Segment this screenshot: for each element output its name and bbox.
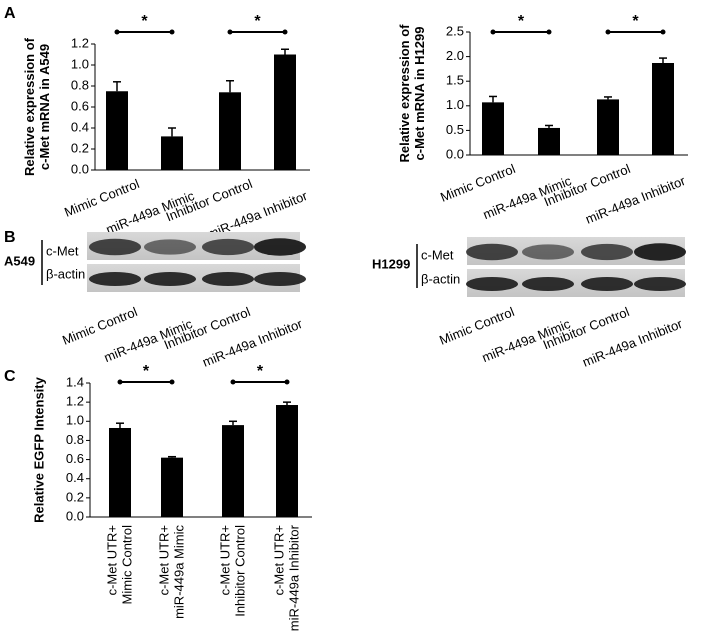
y-tick-label: 1.0: [446, 97, 464, 112]
bracket-end: [282, 29, 288, 35]
cell-line-label: H1299: [372, 256, 410, 271]
bar: [597, 99, 619, 155]
bar: [109, 427, 131, 517]
blot-row-label: β-actin: [421, 271, 460, 286]
y-axis-label: Relative expression of: [22, 37, 37, 176]
significance-label: *: [257, 363, 264, 380]
blot-band: [522, 244, 574, 260]
blot-band: [202, 272, 254, 286]
bracket-end: [546, 29, 552, 35]
bracket-end: [660, 29, 666, 35]
y-axis-label: c-Met mRNA in A549: [37, 44, 52, 170]
x-tick-label: c-Met UTR+: [217, 525, 232, 595]
bracket-end: [169, 379, 175, 385]
y-tick-label: 0.4: [66, 470, 84, 485]
x-tick-label: c-Met UTR+: [271, 525, 286, 595]
blot-row-label: c-Met: [421, 247, 454, 262]
panel-label: A: [4, 5, 16, 22]
bar: [482, 102, 504, 155]
y-tick-label: 0.0: [446, 146, 464, 161]
y-axis-label: Relative EGFP Intensity: [31, 376, 46, 522]
y-tick-label: 0.6: [71, 98, 89, 113]
blot-band: [522, 277, 574, 291]
bar: [538, 127, 560, 155]
blot-band: [254, 272, 306, 286]
y-tick-label: 0.6: [66, 451, 84, 466]
bracket-end: [284, 379, 290, 385]
cell-line-label: A549: [4, 253, 35, 268]
panel-label: C: [4, 368, 16, 385]
y-tick-label: 1.0: [71, 56, 89, 71]
bracket-end: [117, 379, 123, 385]
y-tick-label: 0.8: [71, 77, 89, 92]
significance-label: *: [632, 13, 639, 30]
x-tick-label: miR-449a Mimic: [171, 525, 186, 619]
bar: [274, 54, 296, 170]
y-tick-label: 0.4: [71, 119, 89, 134]
y-tick-label: 0.2: [66, 489, 84, 504]
y-axis-label: Relative expression of: [397, 24, 412, 163]
blot-band: [144, 239, 196, 255]
x-tick-label: Mimic Control: [119, 525, 134, 605]
bar: [161, 457, 183, 517]
blot-band: [202, 238, 254, 256]
blot-band: [634, 277, 686, 291]
y-tick-label: 0.0: [66, 508, 84, 523]
blot-band: [254, 238, 306, 256]
y-tick-label: 0.0: [71, 161, 89, 176]
blot-band: [466, 243, 518, 261]
bar: [652, 62, 674, 155]
bracket-end: [114, 29, 120, 35]
bracket-end: [227, 29, 233, 35]
y-tick-label: 0.5: [446, 122, 464, 137]
y-tick-label: 1.5: [446, 73, 464, 88]
blot-band: [466, 277, 518, 291]
bar: [219, 92, 241, 170]
panel-label: B: [4, 229, 16, 246]
x-tick-label: Inhibitor Control: [232, 525, 247, 617]
blot-band: [89, 272, 141, 286]
blot-band: [144, 272, 196, 286]
blot-band: [581, 243, 633, 261]
blot-row-label: c-Met: [46, 243, 79, 258]
bar: [222, 425, 244, 517]
y-tick-label: 0.2: [71, 140, 89, 155]
blot-band: [89, 238, 141, 256]
x-tick-label: c-Met UTR+: [156, 525, 171, 595]
y-tick-label: 1.0: [66, 413, 84, 428]
y-tick-label: 1.2: [66, 394, 84, 409]
y-tick-label: 1.4: [66, 374, 84, 389]
x-tick-label: miR-449a Inhibitor: [286, 524, 301, 631]
significance-label: *: [254, 13, 261, 30]
blot-band: [634, 243, 686, 261]
significance-label: *: [143, 363, 150, 380]
bar: [276, 405, 298, 517]
blot-band: [581, 277, 633, 291]
bracket-end: [490, 29, 496, 35]
bracket-end: [169, 29, 175, 35]
blot-row-label: β-actin: [46, 266, 85, 281]
x-tick-label: c-Met UTR+: [104, 525, 119, 595]
y-axis-label: c-Met mRNA in H1299: [412, 27, 427, 161]
significance-label: *: [518, 13, 525, 30]
bar: [106, 91, 128, 170]
bar: [161, 136, 183, 170]
y-tick-label: 2.0: [446, 48, 464, 63]
y-tick-label: 1.2: [71, 35, 89, 50]
bracket-end: [605, 29, 611, 35]
y-tick-label: 0.8: [66, 432, 84, 447]
y-tick-label: 2.5: [446, 23, 464, 38]
bracket-end: [230, 379, 236, 385]
significance-label: *: [141, 13, 148, 30]
